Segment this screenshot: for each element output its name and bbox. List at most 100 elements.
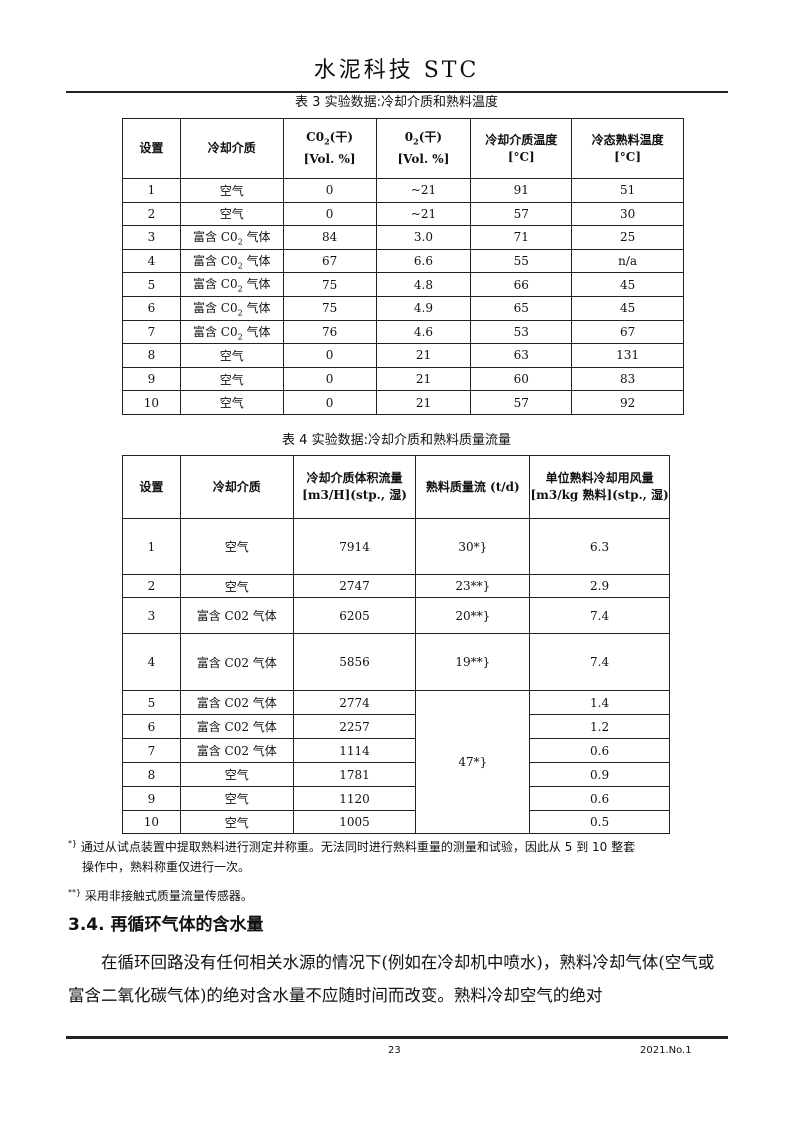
table-row: 4 富含 C02 气体 5856 19**} 7.4 [122, 633, 670, 691]
table-cell: 6205 [292, 597, 417, 634]
table-row: 9 空气 0 21 60 83 [122, 366, 684, 392]
table-cell: 富含 C02 气体 [179, 319, 284, 345]
section-heading: 3.4. 再循环气体的含水量 [68, 915, 264, 935]
table-row: 6 富含 C02 气体 2257 1.2 [122, 714, 670, 739]
footnote-1-cont: 操作中，熟料称重仅进行一次。 [82, 860, 251, 874]
table-cell: ~21 [375, 201, 472, 227]
table-cell: 131 [571, 343, 684, 368]
table-row: 7 富含 C02 气体 1114 0.6 [122, 738, 670, 763]
table-cell: 57 [470, 201, 573, 227]
table-cell: 7.4 [529, 597, 670, 634]
footnote-mark: *} [68, 839, 78, 848]
table-cell: 21 [375, 343, 472, 368]
table-cell: 1781 [292, 762, 417, 787]
table-cell: 4 [122, 248, 181, 274]
table-cell: 51 [571, 178, 684, 203]
footer-rule [66, 1036, 728, 1039]
header-rule [66, 91, 728, 93]
table4: 设置 冷却介质 冷却介质体积流量 [m3/H](stp., 湿) 熟料质量流 (t/d)… [122, 455, 670, 834]
table-cell: 富含 C02 气体 [179, 248, 284, 274]
table-row: 3 富含 C02 气体 6205 20**} 7.4 [122, 597, 670, 634]
table-cell: 7 [122, 319, 181, 345]
table-row: 2 空气 2747 23**} 2.9 [122, 574, 670, 598]
column-header: 设置 [122, 118, 181, 179]
table-cell: 10 [122, 810, 181, 834]
table-cell: 2 [122, 574, 181, 598]
table-row: 3 富含 C02 气体 84 3.0 71 25 [122, 225, 684, 250]
table-cell: 9 [122, 366, 181, 392]
table-cell: 空气 [179, 178, 284, 203]
table-row: 10 空气 0 21 57 92 [122, 390, 684, 415]
table-cell: 2747 [292, 574, 417, 598]
table-cell: 21 [375, 390, 472, 415]
page-number: 23 [388, 1045, 401, 1056]
table-cell: 9 [122, 786, 181, 811]
table-cell: 0 [282, 343, 377, 368]
table-cell: 6.6 [375, 248, 472, 274]
table-cell: 5856 [292, 633, 417, 691]
body-paragraph: 在循环回路没有任何相关水源的情况下(例如在冷却机中喷水)，熟料冷却气体(空气或富… [68, 953, 715, 1005]
table-cell: 富含 C02 气体 [179, 633, 294, 691]
table-cell: 1.4 [529, 690, 670, 715]
table3-caption: 表 3 实验数据:冷却介质和熟料温度 [295, 95, 498, 110]
column-header: 冷却介质体积流量 [m3/H](stp., 湿) [292, 455, 417, 519]
table-cell: 空气 [179, 343, 284, 368]
table-cell: 30*} [415, 518, 531, 575]
column-header: 冷却介质温度 [°C] [470, 118, 573, 179]
table-cell: 3 [122, 597, 181, 634]
table-cell: 75 [282, 272, 377, 297]
column-header: 冷却介质 [179, 455, 294, 519]
table-cell: 6.3 [529, 518, 670, 575]
table-cell: 84 [282, 225, 377, 250]
table-cell: 3 [122, 225, 181, 250]
table-cell: 8 [122, 762, 181, 787]
table-row: 5 富含 C02 气体 75 4.8 66 45 [122, 272, 684, 297]
table-cell: 富含 C02 气体 [179, 272, 284, 297]
table-cell: 空气 [179, 201, 284, 227]
table-cell: 富含 C02 气体 [179, 714, 294, 739]
table-cell: 7.4 [529, 633, 670, 691]
table-cell: 8 [122, 343, 181, 368]
table-cell: 47*} [415, 690, 531, 834]
table-row: 8 空气 1781 0.9 [122, 762, 670, 787]
table-cell: 30 [571, 201, 684, 227]
table-cell: 66 [470, 272, 573, 297]
column-header: 单位熟料冷却用风量 [m3/kg 熟料](stp., 湿) [529, 455, 670, 519]
table-cell: 92 [571, 390, 684, 415]
footnote-2: **} 采用非接触式质量流量传感器。 [68, 885, 253, 904]
table-cell: 65 [470, 295, 573, 321]
column-header: 设置 [122, 455, 181, 519]
table-cell: 0 [282, 366, 377, 392]
table-cell: 2257 [292, 714, 417, 739]
table-cell: 6 [122, 714, 181, 739]
table-cell: 5 [122, 272, 181, 297]
table3: 设置 冷却介质 C02(干) [Vol. %] 02(干) [Vol. %] 冷却介质温度[… [122, 118, 684, 415]
table-cell: 0 [282, 178, 377, 203]
table-cell: n/a [571, 248, 684, 274]
table-row: 1 空气 7914 30*} 6.3 [122, 518, 670, 575]
table-cell: 空气 [179, 518, 294, 575]
table-cell: 0.6 [529, 738, 670, 763]
table-cell: 67 [282, 248, 377, 274]
table4-caption: 表 4 实验数据:冷却介质和熟料质量流量 [282, 433, 511, 448]
column-header: 02(干) [Vol. %] [375, 118, 472, 179]
table-cell: 91 [470, 178, 573, 203]
table-cell: 10 [122, 390, 181, 415]
journal-title: 水泥科技 STC [313, 58, 480, 83]
table-cell: 6 [122, 295, 181, 321]
table-cell: 富含 C02 气体 [179, 738, 294, 763]
table-row: 7 富含 C02 气体 76 4.6 53 67 [122, 319, 684, 345]
table-cell: 21 [375, 366, 472, 392]
footnote-text: 通过从试点装置中提取熟料进行测定并称重。无法同时进行熟料重量的测量和试验，因此从… [80, 840, 636, 854]
table-cell: 67 [571, 319, 684, 345]
table-cell: 0.5 [529, 810, 670, 834]
table-cell: 45 [571, 272, 684, 297]
table-cell: 空气 [179, 366, 284, 392]
table-cell: 2774 [292, 690, 417, 715]
column-header: 熟料质量流 (t/d) [415, 455, 531, 519]
table-cell: 空气 [179, 574, 294, 598]
table-cell: 空气 [179, 810, 294, 834]
table-row: 1 空气 0 ~21 91 51 [122, 178, 684, 203]
table-cell: 2 [122, 201, 181, 227]
table-cell: 60 [470, 366, 573, 392]
